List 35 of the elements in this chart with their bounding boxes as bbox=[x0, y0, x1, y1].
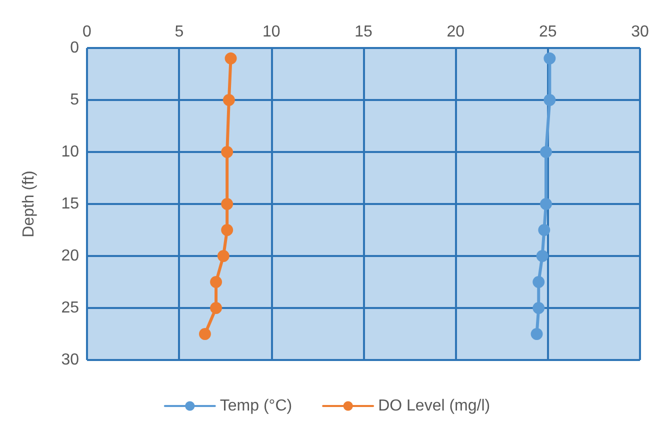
point bbox=[221, 224, 234, 236]
point bbox=[536, 250, 548, 262]
point bbox=[217, 250, 230, 262]
point bbox=[530, 328, 543, 340]
point bbox=[544, 52, 556, 64]
x-tick-label: 20 bbox=[446, 24, 465, 40]
point bbox=[532, 302, 545, 314]
x-tick-label: 15 bbox=[354, 24, 372, 40]
y-tick-label: 30 bbox=[61, 352, 80, 368]
point bbox=[540, 198, 552, 210]
legend-label: DO Level (mg/l) bbox=[378, 398, 490, 414]
point bbox=[198, 328, 211, 340]
y-tick-label: 5 bbox=[70, 92, 80, 108]
point bbox=[210, 276, 222, 288]
point bbox=[210, 302, 222, 314]
point bbox=[540, 146, 552, 158]
x-tick-label: 10 bbox=[262, 24, 280, 40]
y-tick-label: 15 bbox=[61, 196, 80, 212]
y-tick-label: 20 bbox=[61, 248, 80, 264]
y-tick-label: 10 bbox=[61, 144, 80, 160]
y-tick-label: 25 bbox=[61, 300, 80, 316]
x-tick-label: 0 bbox=[82, 24, 92, 40]
x-tick-label: 25 bbox=[538, 24, 557, 40]
point bbox=[222, 94, 235, 106]
x-tick-label: 5 bbox=[174, 24, 184, 40]
y-tick-label: 0 bbox=[70, 40, 80, 56]
point bbox=[221, 146, 234, 158]
x-tick-label: 30 bbox=[631, 24, 649, 40]
point bbox=[544, 94, 556, 106]
point bbox=[224, 52, 237, 64]
point bbox=[221, 198, 234, 210]
point bbox=[532, 276, 545, 288]
y-axis-title: Depth (ft) bbox=[20, 170, 38, 238]
point bbox=[538, 224, 550, 236]
legend-label: Temp (°C) bbox=[220, 398, 292, 414]
